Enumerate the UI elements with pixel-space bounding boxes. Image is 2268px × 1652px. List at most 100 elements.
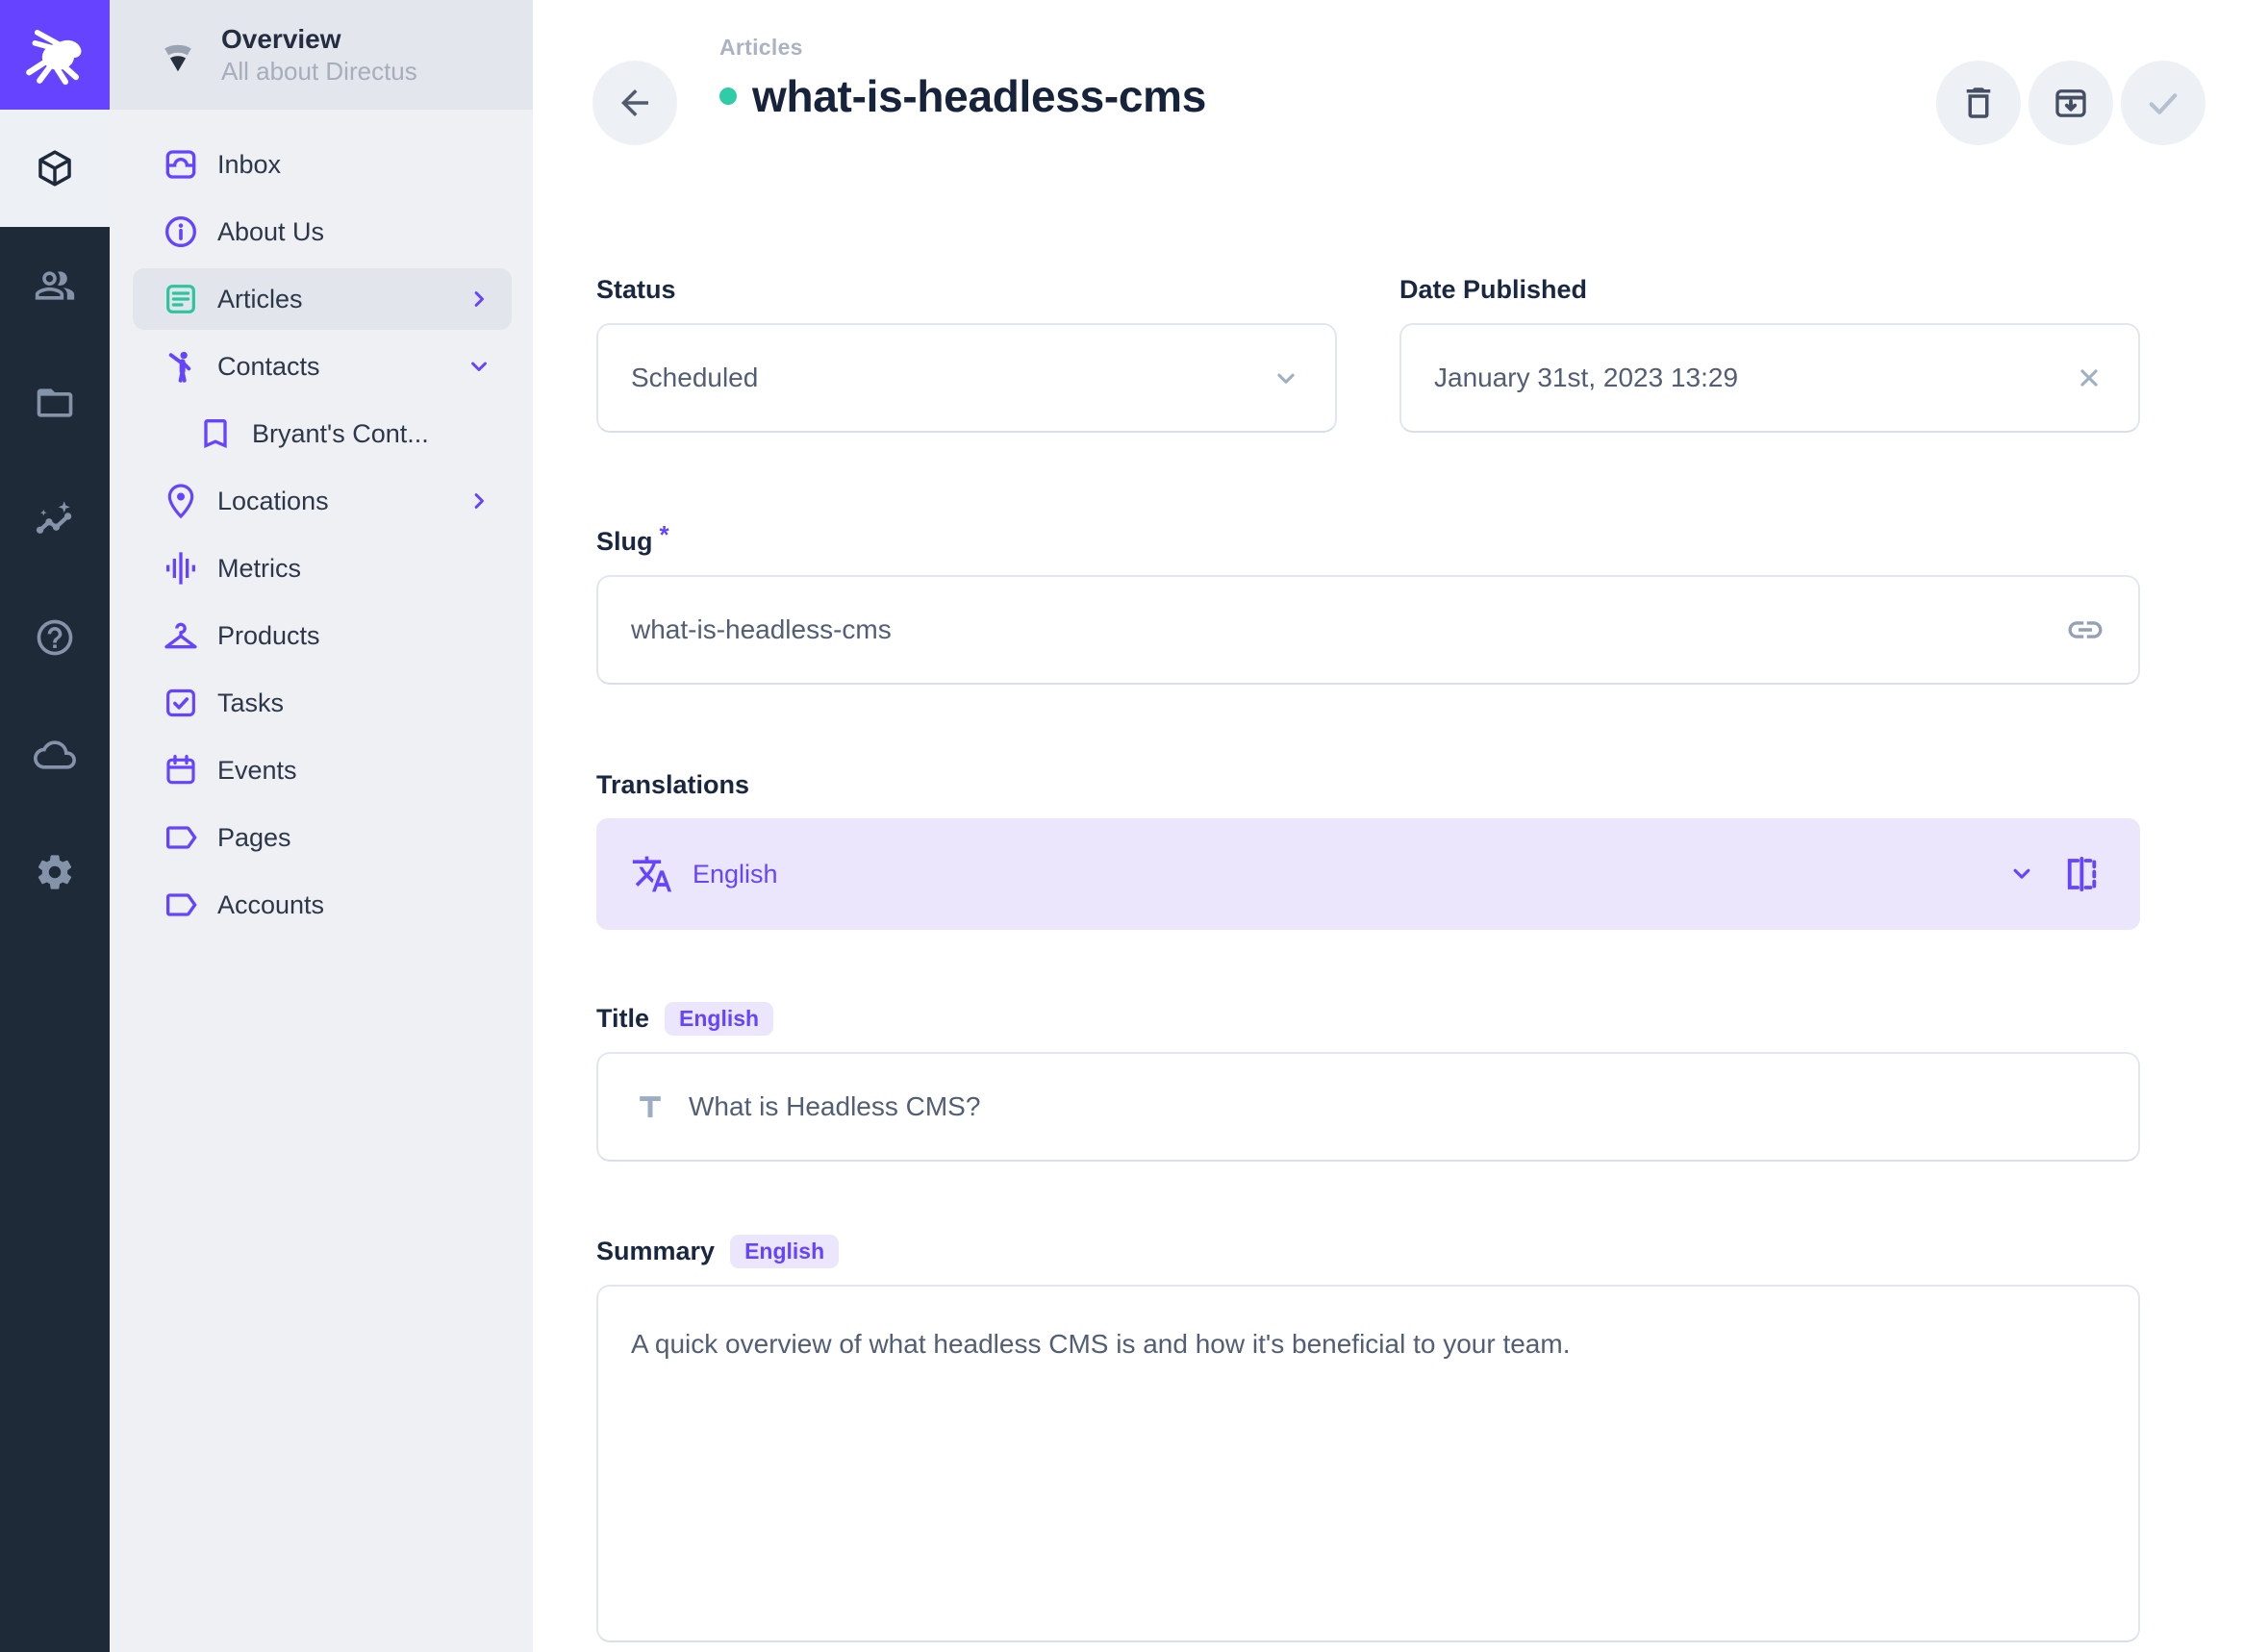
title-input[interactable]: What is Headless CMS? — [596, 1052, 2140, 1162]
help-icon — [37, 619, 73, 656]
sidebar-item-label: Pages — [217, 822, 291, 852]
project-title: Overview — [221, 24, 341, 54]
field-label: Summary — [596, 1236, 716, 1265]
sidebar-item-pages[interactable]: Pages — [133, 807, 512, 868]
split-view-icon[interactable] — [2061, 854, 2102, 894]
map-pin-icon — [162, 482, 200, 520]
sidebar-item-label: About Us — [217, 216, 325, 246]
field-label: Title — [596, 1003, 650, 1033]
save-button[interactable] — [2121, 61, 2205, 145]
status-select[interactable]: Scheduled — [596, 323, 1337, 433]
status-dot — [719, 88, 737, 105]
chevron-right-icon — [466, 286, 492, 313]
insights-icon — [36, 501, 72, 534]
breadcrumb[interactable]: Articles — [719, 35, 803, 60]
chevron-down-icon[interactable] — [2007, 860, 2036, 889]
project-subtitle: All about Directus — [221, 57, 417, 86]
field-slug: Slug * what-is-headless-cms — [596, 520, 2140, 685]
module-content[interactable] — [0, 110, 110, 227]
folder-icon — [37, 388, 73, 417]
directus-rabbit-icon — [26, 30, 82, 86]
summary-textarea[interactable]: A quick overview of what headless CMS is… — [596, 1285, 2140, 1642]
cloud-icon — [34, 740, 76, 769]
gear-icon — [38, 855, 72, 889]
title-t-icon — [631, 1088, 669, 1126]
translations-language-select[interactable]: English — [596, 818, 2140, 930]
sidebar-item-label: Articles — [217, 284, 303, 313]
task-check-icon — [162, 684, 200, 722]
sidebar-item-bookmark-bryants-contacts[interactable]: Bryant's Cont... — [133, 403, 512, 464]
sidebar-item-label: Bryant's Cont... — [252, 418, 429, 448]
sidebar-item-metrics[interactable]: Metrics — [133, 538, 512, 599]
sidebar-item-articles[interactable]: Articles — [133, 268, 512, 330]
page-title: what-is-headless-cms — [752, 71, 1207, 121]
hanger-icon — [162, 616, 200, 655]
chevron-down-icon — [466, 353, 492, 380]
required-mark: * — [659, 519, 669, 549]
header-actions — [1936, 61, 2205, 145]
link-icon[interactable] — [2065, 610, 2105, 650]
sidebar-item-label: Tasks — [217, 688, 285, 717]
field-translations: Translations English — [596, 769, 2140, 930]
trash-icon — [1966, 88, 1991, 118]
sidebar-item-accounts[interactable]: Accounts — [133, 874, 512, 936]
sidebar-item-products[interactable]: Products — [133, 605, 512, 666]
clear-icon[interactable] — [2073, 362, 2105, 394]
article-icon — [162, 280, 200, 318]
sidebar-item-inbox[interactable]: Inbox — [133, 134, 512, 195]
sidebar-item-contacts[interactable]: Contacts — [133, 336, 512, 397]
person-waving-icon — [162, 347, 200, 386]
module-cloud[interactable] — [0, 696, 110, 813]
sidebar-item-label: Events — [217, 755, 297, 785]
archive-button[interactable] — [2029, 61, 2113, 145]
language-badge: English — [730, 1234, 840, 1268]
calendar-icon — [162, 751, 200, 789]
chevron-down-icon[interactable] — [1270, 362, 1302, 394]
module-users[interactable] — [0, 227, 110, 344]
field-label: Slug — [596, 526, 653, 556]
sidebar-item-label: Contacts — [217, 351, 320, 381]
back-button[interactable] — [592, 61, 677, 145]
translate-icon — [631, 853, 673, 895]
collection-nav: Inbox About Us — [110, 110, 533, 936]
sidebar-item-label: Inbox — [217, 149, 282, 179]
label-tag-icon — [162, 886, 200, 924]
slug-input[interactable]: what-is-headless-cms — [596, 575, 2140, 685]
module-bar — [0, 0, 110, 1652]
navigation-sidebar: Overview All about Directus Inbox — [110, 0, 533, 1652]
arrow-back-icon — [621, 89, 648, 116]
check-icon — [2149, 93, 2178, 114]
sidebar-item-label: Locations — [217, 486, 329, 515]
project-header[interactable]: Overview All about Directus — [110, 0, 533, 110]
content-cube-icon — [38, 150, 71, 187]
field-title: Title English What is Headless CMS? — [596, 1001, 2140, 1162]
field-summary: Summary English A quick overview of what… — [596, 1234, 2140, 1642]
module-documentation[interactable] — [0, 579, 110, 696]
field-date-published: Date Published January 31st, 2023 13:29 — [1399, 274, 2140, 433]
signal-fan-icon — [164, 44, 191, 72]
sidebar-item-tasks[interactable]: Tasks — [133, 672, 512, 734]
date-published-input[interactable]: January 31st, 2023 13:29 — [1399, 323, 2140, 433]
sidebar-item-label: Metrics — [217, 553, 301, 583]
field-label: Date Published — [1399, 274, 1588, 304]
module-file-library[interactable] — [0, 344, 110, 462]
language-badge: English — [665, 1001, 774, 1036]
field-status: Status Scheduled — [596, 274, 1337, 433]
sidebar-item-label: Products — [217, 620, 320, 650]
directus-logo[interactable] — [0, 0, 110, 110]
chevron-right-icon — [466, 488, 492, 514]
module-insights[interactable] — [0, 462, 110, 579]
inbox-icon — [162, 145, 200, 184]
delete-button[interactable] — [1936, 61, 2021, 145]
info-icon — [162, 213, 200, 251]
field-label: Translations — [596, 769, 750, 799]
archive-icon — [2055, 89, 2086, 117]
sidebar-item-events[interactable]: Events — [133, 739, 512, 801]
sidebar-item-locations[interactable]: Locations — [133, 470, 512, 532]
equalizer-icon — [162, 549, 200, 588]
sidebar-item-about-us[interactable]: About Us — [133, 201, 512, 263]
label-tag-icon — [162, 818, 200, 857]
module-settings[interactable] — [0, 813, 110, 931]
bookmark-icon — [196, 414, 235, 453]
